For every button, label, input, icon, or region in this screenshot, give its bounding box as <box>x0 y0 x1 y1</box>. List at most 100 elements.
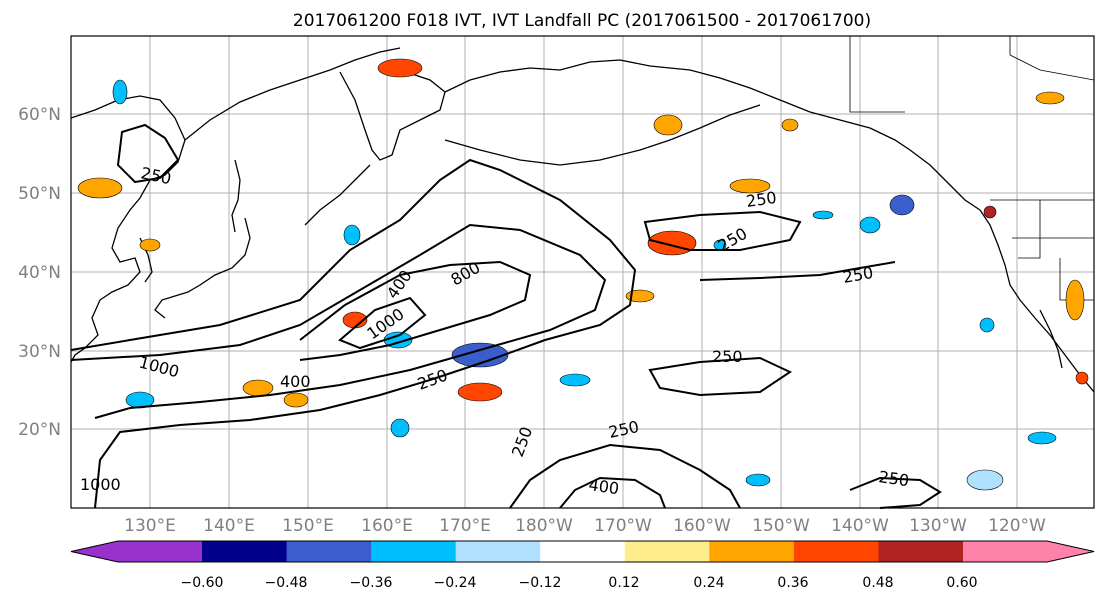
colorbar-tick-label: 0.60 <box>946 575 977 591</box>
coast-okhotsk <box>184 47 401 141</box>
contour-label: 1000 <box>80 475 121 494</box>
lon-label: 130°E <box>124 516 176 536</box>
colorbar-segment <box>624 541 710 562</box>
positive-patch <box>781 118 799 132</box>
contour-label: 250 <box>712 347 743 366</box>
colorbar-segment <box>455 541 541 562</box>
colorbar-tick-label: −0.36 <box>350 575 393 591</box>
positive-patch <box>1065 279 1085 321</box>
negative-patch <box>859 216 881 234</box>
contour-800 <box>299 260 532 361</box>
coast-sakhalin <box>231 159 241 233</box>
contour-250-se <box>849 476 942 509</box>
colorbar-segment <box>963 541 1094 562</box>
negative-patch <box>812 210 834 220</box>
positive-patch <box>77 177 123 199</box>
colorbar-tick-label: −0.12 <box>519 575 562 591</box>
lon-label: 180°W <box>515 516 573 536</box>
contour-400-main <box>70 223 607 419</box>
lon-label: 140°E <box>203 516 255 536</box>
graticule <box>71 36 1094 508</box>
negative-patch <box>979 317 995 333</box>
positive-patch <box>139 238 161 252</box>
coast-na-west <box>979 209 1095 393</box>
negative-patch <box>112 79 128 105</box>
longitude-labels: 130°E 140°E 150°E 160°E 170°E 180°W 170°… <box>124 516 1046 536</box>
map-frame <box>70 35 1095 509</box>
colorbar-segment <box>793 541 879 562</box>
positive-patch <box>647 230 697 256</box>
lon-label: 160°W <box>673 516 731 536</box>
positive-patch <box>283 392 309 408</box>
positive-patch <box>1075 371 1089 385</box>
positive-patch <box>653 114 683 136</box>
positive-patch <box>729 178 771 194</box>
positive-patch <box>377 58 423 78</box>
positive-patch <box>625 289 655 303</box>
coastlines <box>70 47 1095 393</box>
contour-400-south <box>559 476 666 509</box>
borders <box>849 36 1095 301</box>
lon-label: 150°E <box>282 516 334 536</box>
colorbar-tick-label: 0.36 <box>777 575 808 591</box>
negative-patch <box>559 373 591 387</box>
negative-patch <box>1027 431 1057 445</box>
coast-asia-east <box>70 95 186 363</box>
positive-patches <box>77 58 1089 408</box>
colorbar-segment <box>71 541 202 562</box>
colorbar-segment <box>709 541 795 562</box>
colorbar-outline <box>70 540 1095 563</box>
positive-patch <box>457 382 503 402</box>
colorbar-segment <box>371 541 457 562</box>
contour-label: 250 <box>877 467 910 490</box>
colorbar-tick-label: −0.60 <box>181 575 224 591</box>
lon-label: 120°W <box>988 516 1046 536</box>
positive-patch <box>983 205 997 219</box>
colorbar-tick-labels: −0.60 −0.48 −0.36 −0.24 −0.12 0.12 0.24 … <box>181 575 978 591</box>
contour-1000 <box>338 296 427 350</box>
colorbar-segment <box>286 541 372 562</box>
map-panel: 250 250 250 250 250 250 250 250 250 400 … <box>70 35 1095 509</box>
lat-label: 40°N <box>18 263 61 283</box>
lon-label: 170°E <box>439 516 491 536</box>
contour-250-west <box>116 123 180 184</box>
contour-250-ne <box>699 261 896 281</box>
lon-label: 170°W <box>594 516 652 536</box>
coast-baja <box>1039 309 1063 369</box>
negative-patch <box>390 418 410 438</box>
colorbar-segment <box>202 541 288 562</box>
negative-patch <box>745 473 771 487</box>
coast-aleutians <box>444 104 761 166</box>
figure-title: 2017061200 F018 IVT, IVT Landfall PC (20… <box>293 11 871 31</box>
negative-patch <box>343 224 361 246</box>
positive-patch <box>1035 91 1065 105</box>
colorbar-tick-label: 0.12 <box>608 575 639 591</box>
lat-label: 30°N <box>18 342 61 362</box>
lat-label: 60°N <box>18 105 61 125</box>
lat-label: 20°N <box>18 420 61 440</box>
negative-patches <box>112 79 1057 491</box>
contour-label: 400 <box>280 372 311 391</box>
lon-label: 130°W <box>909 516 967 536</box>
contour-250-main <box>70 158 637 509</box>
colorbar-segment <box>540 541 626 562</box>
latitude-labels: 60°N 50°N 40°N 30°N 20°N <box>18 105 61 440</box>
contour-label: 250 <box>745 188 778 211</box>
coast-kamchatka <box>339 69 446 161</box>
lat-label: 50°N <box>18 184 61 204</box>
lon-label: 140°W <box>831 516 889 536</box>
lon-label: 150°W <box>752 516 810 536</box>
contour-250-mid <box>643 210 802 251</box>
contour-250-south <box>509 443 741 509</box>
colorbar-tick-label: 0.24 <box>693 575 724 591</box>
negative-patch <box>966 469 1004 491</box>
contour-label: 400 <box>587 475 620 498</box>
negative-patch <box>889 194 915 216</box>
colorbar <box>70 540 1095 563</box>
coast-kurils <box>304 164 371 226</box>
colorbar-tick-label: −0.24 <box>434 575 477 591</box>
colorbar-segment <box>878 541 964 562</box>
lon-label: 160°E <box>361 516 413 536</box>
negative-patch <box>451 342 509 368</box>
